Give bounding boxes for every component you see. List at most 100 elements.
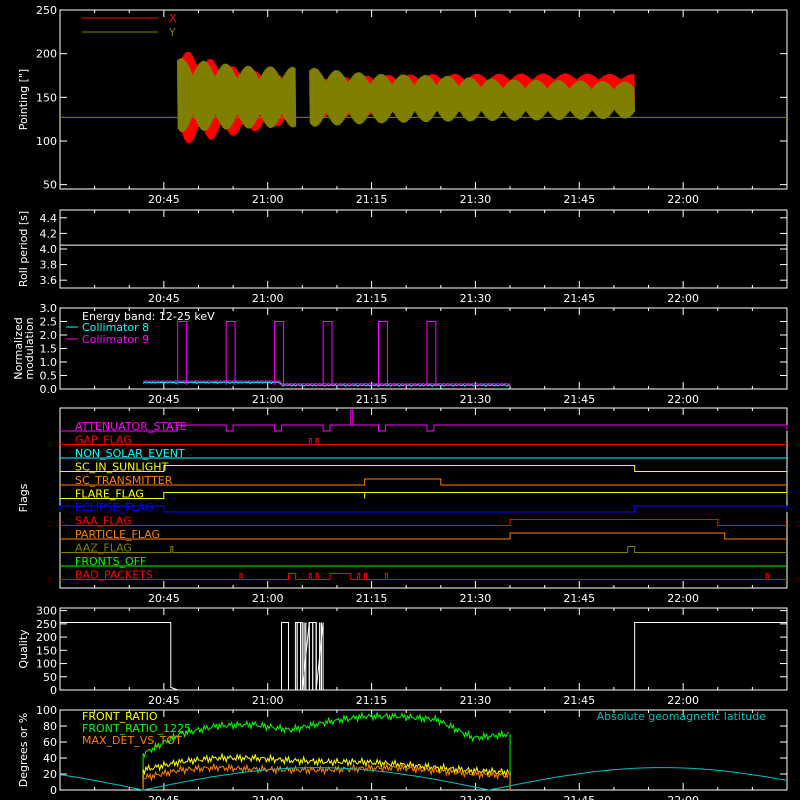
flag-trace [60, 492, 788, 499]
x-tick-label: 21:30 [460, 694, 492, 707]
x-tick-label: 21:00 [252, 592, 284, 605]
x-tick-label: 22:00 [667, 292, 699, 305]
y-tick-label: 0.0 [40, 383, 58, 396]
x-tick-label: 21:15 [356, 694, 388, 707]
flag-trace [60, 532, 787, 540]
y-axis-label: Roll period [s] [17, 211, 30, 287]
flag-trace [60, 465, 787, 472]
x-tick-label: 21:30 [460, 393, 492, 406]
x-tick-label: 21:30 [460, 193, 492, 206]
y-axis-label: modulation [23, 317, 36, 379]
legend-label: Collimator 9 [82, 333, 149, 346]
y-tick-label: 300 [36, 605, 57, 618]
y-tick-label: 200 [36, 48, 57, 61]
y-tick-label: 4.0 [40, 243, 58, 256]
x-tick-label: 21:45 [563, 592, 595, 605]
x-tick-label: 21:00 [252, 694, 284, 707]
panel-5: 20:45 21:00 21:15 21:30 21:45 22:00 0 20 40 60 80 1… [17, 704, 788, 800]
x-tick-label: 21:15 [356, 393, 388, 406]
x-tick-label: 21:15 [356, 292, 388, 305]
quality-trace [634, 622, 787, 690]
y-tick-label: 0.5 [40, 370, 58, 383]
modulation-spike [177, 321, 188, 385]
y-tick-label: 4.4 [40, 212, 58, 225]
y-tick-label: 80 [43, 720, 57, 733]
x-tick-label: 20:45 [148, 794, 180, 800]
x-tick-label: 21:45 [563, 393, 595, 406]
y-tick-label: 1.0 [40, 356, 58, 369]
y-tick-label: 100 [36, 704, 57, 717]
x-tick-label: 20:45 [148, 193, 180, 206]
x-tick-label: 21:45 [563, 292, 595, 305]
modulation-spike [225, 321, 236, 385]
y-tick-label: 2.0 [40, 329, 58, 342]
legend-label: Y [168, 26, 176, 39]
x-tick-label: 20:45 [148, 393, 180, 406]
flag-trace [60, 478, 787, 486]
flag-trace [60, 438, 787, 445]
y-tick-label: 3.6 [40, 274, 58, 287]
plot-frame [59, 709, 788, 791]
ratio-front-ratio-1225 [142, 710, 510, 759]
flag-trace [60, 424, 788, 432]
flag-label: SAA_FLAG [75, 515, 132, 528]
y-axis-label: Normalized [12, 317, 25, 379]
flag-label: ATTENUATOR_STATE [75, 420, 187, 433]
flag-label: NON_SOLAR_EVENT [75, 447, 185, 460]
legend-title: Energy band: 12-25 keV [82, 310, 215, 323]
legend-label: Collimator 8 [82, 321, 149, 334]
x-tick-label: 22:00 [667, 193, 699, 206]
x-tick-label: 21:00 [252, 292, 284, 305]
panel-1: 20:45 21:00 21:15 21:30 21:45 22:00 3.6 3.8 4.0 4… [17, 209, 788, 305]
x-tick-label: 22:00 [667, 694, 699, 707]
x-tick-label: 21:30 [460, 794, 492, 800]
y-tick-label: 3.8 [40, 259, 58, 272]
modulation-spike [274, 321, 285, 385]
legend-label: FRONT_RATIO_1225 [82, 722, 191, 735]
flag-label: GAP_FLAG [75, 434, 132, 447]
modulation-collimator-9 [142, 379, 511, 386]
x-tick-label: 21:30 [460, 592, 492, 605]
flag-trace [60, 519, 787, 526]
flag-trace [60, 546, 787, 553]
flag-label: FRONTS_OFF [75, 555, 146, 568]
x-tick-label: 21:45 [563, 694, 595, 707]
y-tick-label: 50 [43, 179, 57, 192]
panel-0: 20:45 21:00 21:15 21:30 21:45 22:00 50 100 150 20… [17, 4, 788, 206]
flag-trace [59, 505, 788, 513]
x-tick-label: 21:15 [356, 193, 388, 206]
plot-frame [59, 607, 788, 691]
plot-frame [59, 9, 788, 190]
x-tick-label: 21:45 [563, 794, 595, 800]
y-tick-label: 0 [50, 684, 57, 697]
legend-label: FRONT_RATIO [82, 710, 158, 723]
y-tick-label: 1.5 [40, 343, 58, 356]
y-axis-label: Degrees or % [17, 713, 30, 787]
quality-trace [281, 622, 289, 690]
flag-label: FLARE_FLAG [75, 488, 144, 501]
x-tick-label: 21:15 [356, 592, 388, 605]
ratio-max-det-vs-tot [142, 762, 510, 782]
y-tick-label: 150 [36, 644, 57, 657]
flag-label: BAD_PACKETS [75, 569, 153, 582]
flag-label: SC_IN_SUNLIGHT [75, 461, 169, 474]
flag-label: ECLIPSE_FLAG [75, 501, 154, 514]
x-tick-label: 21:00 [252, 193, 284, 206]
x-tick-label: 22:00 [667, 393, 699, 406]
series-y [177, 58, 636, 133]
modulation-spike [322, 321, 333, 385]
y-tick-label: 0 [50, 784, 57, 797]
y-tick-label: 150 [36, 91, 57, 104]
legend-label: X [169, 12, 177, 25]
y-axis-label: Flags [17, 483, 30, 512]
y-tick-label: 100 [36, 135, 57, 148]
flag-label: AAZ_FLAG [75, 542, 132, 555]
y-axis-label: Quality [17, 629, 30, 669]
x-tick-label: 21:00 [252, 794, 284, 800]
panel-3: 20:45 21:00 21:15 21:30 21:45 22:00 Flags ATTEN… [17, 407, 788, 605]
x-tick-label: 21:15 [356, 794, 388, 800]
x-tick-label: 21:45 [563, 193, 595, 206]
x-tick-label: 22:00 [667, 592, 699, 605]
plot-frame [59, 209, 788, 289]
flag-label: PARTICLE_FLAG [75, 528, 160, 541]
